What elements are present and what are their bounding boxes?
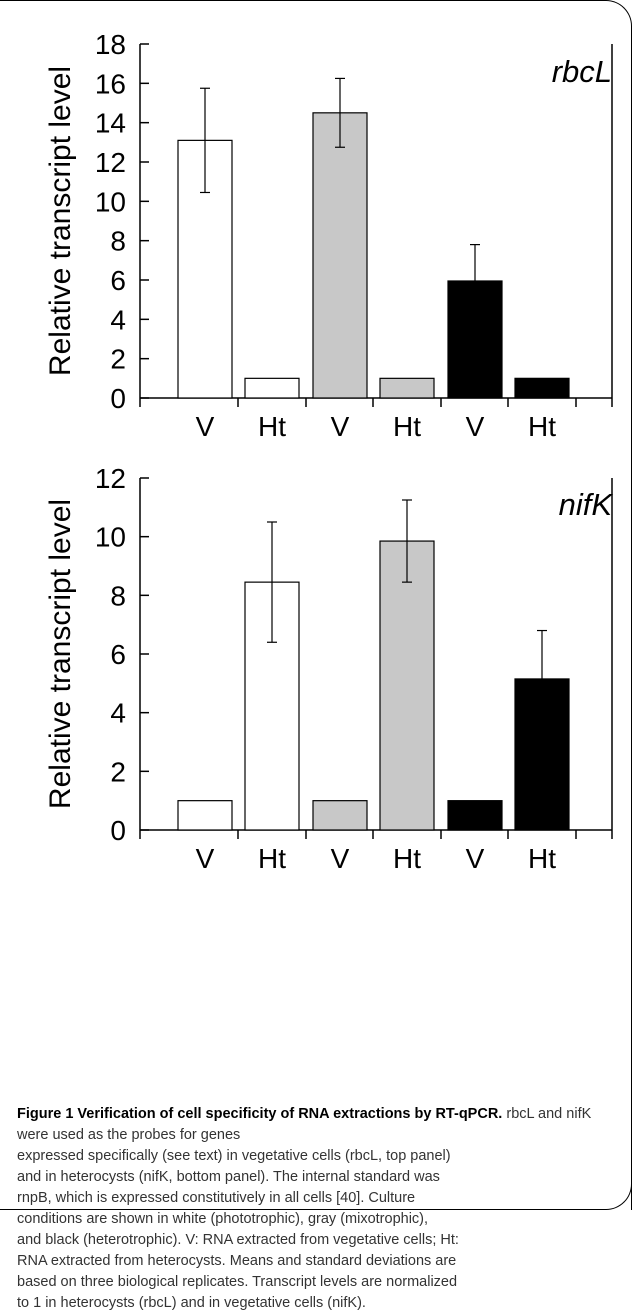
top-bar xyxy=(379,377,435,399)
caption-line-7: RNA extracted from heterocysts. Means an… xyxy=(17,1253,457,1269)
bottom-ytick-label: 12 xyxy=(95,463,126,494)
top-category-label: V xyxy=(466,411,485,442)
bottom-category-label: V xyxy=(331,843,350,874)
caption-line-5: conditions are shown in white (phototrop… xyxy=(17,1211,429,1227)
top-bar xyxy=(312,112,368,399)
bottom-category-label: Ht xyxy=(258,843,286,874)
top-ytick-label: 2 xyxy=(110,344,126,375)
bottom-bar xyxy=(447,800,503,831)
bottom-bar xyxy=(312,800,368,831)
figure-frame-bottom xyxy=(0,1097,632,1210)
figure-canvas: 0 2 4 6 8 10 12 14 16 18 V Ht V Ht V Ht Relative transcr… xyxy=(44,29,614,874)
top-category-label: Ht xyxy=(393,411,421,442)
caption-line-4: rnpB, which is expressed constitutively … xyxy=(17,1190,416,1206)
bottom-ytick-label: 2 xyxy=(110,756,126,787)
top-ytick-label: 6 xyxy=(110,265,126,296)
top-category-label: Ht xyxy=(258,411,286,442)
top-panel-label: rbcL xyxy=(552,54,612,89)
bottom-bar xyxy=(379,540,435,831)
top-category-label: V xyxy=(196,411,215,442)
bottom-ytick-label: 10 xyxy=(95,522,126,553)
top-ytick-label: 10 xyxy=(95,186,126,217)
figure-caption: Figure 1 Verification of cell specificit… xyxy=(17,1104,617,1314)
caption-line-2: expressed specifically (see text) in veg… xyxy=(17,1148,451,1164)
bottom-y-axis-title: Relative transcript level xyxy=(44,499,77,809)
top-ytick-label: 4 xyxy=(110,304,126,335)
top-ytick-label: 16 xyxy=(95,68,126,99)
top-ytick-label: 14 xyxy=(95,108,126,139)
top-y-axis-title: Relative transcript level xyxy=(44,66,77,376)
bottom-ytick-label: 8 xyxy=(110,580,126,611)
top-ytick-label: 8 xyxy=(110,226,126,257)
caption-title: Figure 1 Verification of cell specificit… xyxy=(17,1106,503,1122)
bottom-ytick-label: 6 xyxy=(110,639,126,670)
top-category-label: V xyxy=(331,411,350,442)
bottom-category-label: Ht xyxy=(528,843,556,874)
bottom-ytick-label: 0 xyxy=(110,815,126,846)
caption-line-9: to 1 in heterocysts (rbcL) and in vegeta… xyxy=(17,1295,366,1311)
bottom-category-label: V xyxy=(196,843,215,874)
top-bar xyxy=(244,377,300,399)
bottom-ytick-label: 4 xyxy=(110,698,126,729)
caption-line-8: based on three biological replicates. Tr… xyxy=(17,1274,458,1290)
top-ytick-label: 18 xyxy=(95,29,126,60)
bottom-category-label: V xyxy=(466,843,485,874)
top-category-label: Ht xyxy=(528,411,556,442)
bottom-panel-label: nifK xyxy=(559,487,614,522)
caption-line-6: and black (heterotrophic). V: RNA extrac… xyxy=(17,1232,459,1248)
top-bar xyxy=(514,377,570,399)
caption-line-1: rbcL and nifK were used as the probes fo… xyxy=(17,1106,592,1143)
top-ytick-label: 12 xyxy=(95,147,126,178)
figure-frame xyxy=(0,0,632,1210)
top-ytick-label: 0 xyxy=(110,383,126,414)
caption-line-3: and in heterocysts (nifK, bottom panel).… xyxy=(17,1169,440,1185)
bottom-bar xyxy=(177,800,233,831)
bottom-category-label: Ht xyxy=(393,843,421,874)
